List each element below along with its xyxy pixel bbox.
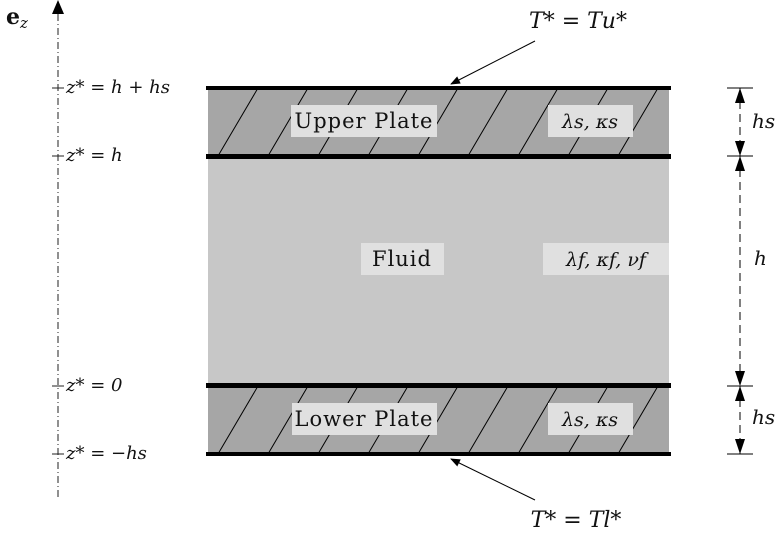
tick-h-label: z* = h: [65, 145, 123, 166]
tick-top-label: z* = h + hs: [65, 77, 170, 98]
lower-bc-arrow: [451, 459, 535, 500]
tick-zero-label: z* = 0: [65, 375, 122, 396]
fluid-label: Fluid: [372, 247, 432, 271]
upper-plate-properties: λs, κs: [561, 111, 618, 133]
dimension-arrowheads: [735, 88, 745, 454]
upper-wall: [206, 86, 671, 90]
lower-plate-properties: λs, κs: [561, 409, 618, 431]
lower-plate-label: Lower Plate: [295, 407, 434, 431]
upper-plate-label: Upper Plate: [295, 109, 434, 133]
upper-interface-wall: [206, 154, 671, 159]
lower-wall: [206, 452, 671, 456]
fluid-properties: λf, κf, νf: [565, 249, 649, 271]
ez-axis-label: ez: [6, 4, 28, 32]
lower-bc-label: T* = Tl*: [531, 508, 622, 533]
upper-bc-arrow: [451, 41, 535, 84]
upper-plate-thickness-label: hs: [752, 109, 775, 133]
upper-bc-label: T* = Tu*: [529, 9, 627, 34]
ez-axis-arrowhead: [52, 0, 64, 14]
lower-plate-thickness-label: hs: [752, 405, 775, 429]
tick-bottom-label: z* = −hs: [65, 443, 147, 464]
lower-interface-wall: [206, 383, 671, 388]
fluid-height-label: h: [754, 246, 767, 270]
